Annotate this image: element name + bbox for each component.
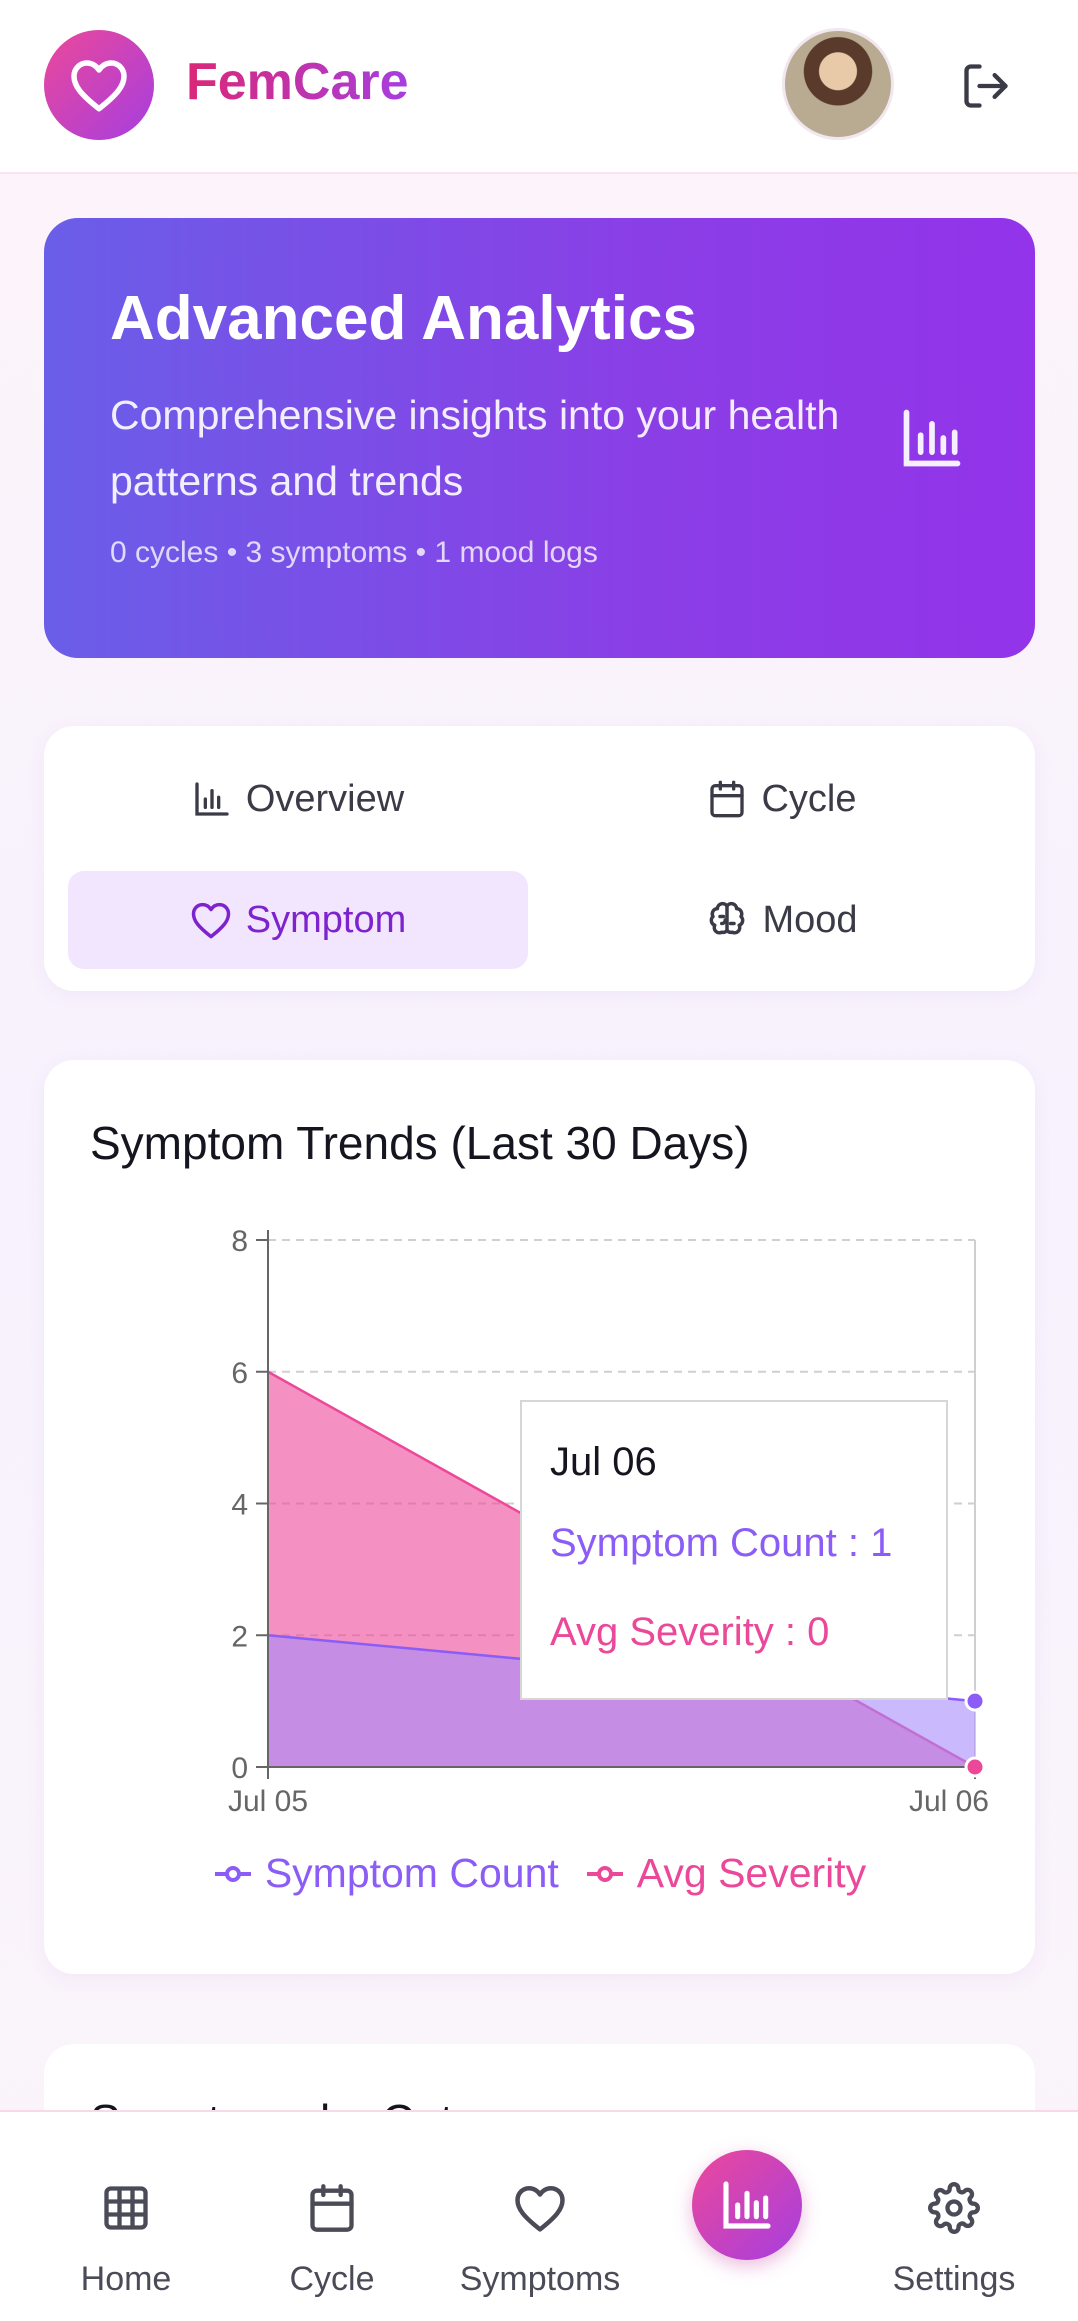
analytics-hero-card: Advanced Analytics Comprehensive insight… (44, 218, 1035, 658)
chart-tooltip: Jul 06 Symptom Count : 1 Avg Severity : … (520, 1400, 948, 1700)
avatar[interactable] (782, 28, 894, 140)
tab-cycle[interactable]: Cycle (552, 750, 1012, 848)
series-area (268, 1635, 975, 1767)
bar-chart-icon (898, 404, 966, 477)
x-tick-label: Jul 06 (909, 1785, 989, 1818)
bottom-navigation: Home Cycle Symptoms Settings (0, 2110, 1078, 2321)
y-tick-label: 6 (231, 1357, 248, 1390)
y-tick-label: 8 (231, 1225, 248, 1258)
bar-chart-icon (195, 782, 229, 816)
logout-icon (964, 64, 1008, 108)
symptom-trends-card: Symptom Trends (Last 30 Days) 0 2 4 6 8 Jul 0… (44, 1060, 1035, 1974)
tab-label: Symptom (245, 898, 407, 941)
nav-settings[interactable]: Settings (854, 2112, 1054, 2321)
legend-label: Symptom Count (264, 1850, 559, 1896)
tab-symptom[interactable]: Symptom (68, 871, 528, 969)
app-name: FemCare (186, 53, 409, 111)
legend-line-icon (586, 1865, 623, 1882)
active-point-avg-severity (964, 1756, 986, 1778)
nav-label: Settings (892, 2260, 1016, 2298)
nav-analytics-button[interactable] (692, 2150, 802, 2260)
logo (44, 30, 154, 140)
bar-chart-icon (723, 2181, 771, 2229)
legend-item-symptom-count[interactable]: Symptom Count (213, 1850, 559, 1897)
tab-label: Overview (245, 777, 405, 820)
heart-icon (515, 2185, 565, 2232)
app-header: FemCare (0, 0, 1078, 174)
hero-description: Comprehensive insights into your health … (110, 392, 840, 504)
legend-item-avg-severity[interactable]: Avg Severity (585, 1850, 866, 1897)
brain-icon (710, 901, 745, 935)
nav-cycle[interactable]: Cycle (232, 2112, 432, 2321)
tab-overview[interactable]: Overview (68, 750, 528, 848)
grid-icon (104, 2186, 148, 2230)
tooltip-symptom-count: Symptom Count : 1 (550, 1521, 893, 1565)
tooltip-date: Jul 06 (550, 1440, 657, 1484)
y-tick-label: 0 (231, 1752, 248, 1785)
chart-title: Symptom Trends (Last 30 Days) (90, 1117, 750, 1169)
x-tick-label: Jul 05 (228, 1785, 308, 1818)
legend-label: Avg Severity (636, 1850, 867, 1896)
hero-stats: 0 cycles • 3 symptoms • 1 mood logs (110, 536, 598, 569)
heart-icon (191, 902, 230, 939)
nav-label: Symptoms (459, 2260, 621, 2298)
tooltip-avg-severity: Avg Severity : 0 (550, 1610, 830, 1654)
tab-label: Mood (762, 898, 858, 941)
nav-label: Home (80, 2260, 172, 2298)
analytics-tabs: Overview Cycle Symptom Mood (44, 726, 1035, 991)
legend-line-icon (214, 1865, 251, 1882)
y-tick-label: 4 (231, 1489, 248, 1522)
calendar-icon (310, 2184, 354, 2232)
chart-legend: Symptom Count Avg Severity (44, 1850, 1035, 1897)
nav-label: Cycle (289, 2260, 375, 2298)
tab-label: Cycle (761, 777, 857, 820)
y-tick-label: 2 (231, 1620, 248, 1653)
logout-button[interactable] (956, 56, 1016, 116)
nav-home[interactable]: Home (26, 2112, 226, 2321)
hero-title: Advanced Analytics (110, 284, 697, 353)
gear-icon (928, 2182, 980, 2234)
tab-mood[interactable]: Mood (552, 871, 1012, 969)
calendar-icon (710, 780, 745, 818)
active-point-symptom-count (964, 1690, 986, 1712)
heart-icon (71, 60, 127, 112)
nav-symptoms[interactable]: Symptoms (440, 2112, 640, 2321)
